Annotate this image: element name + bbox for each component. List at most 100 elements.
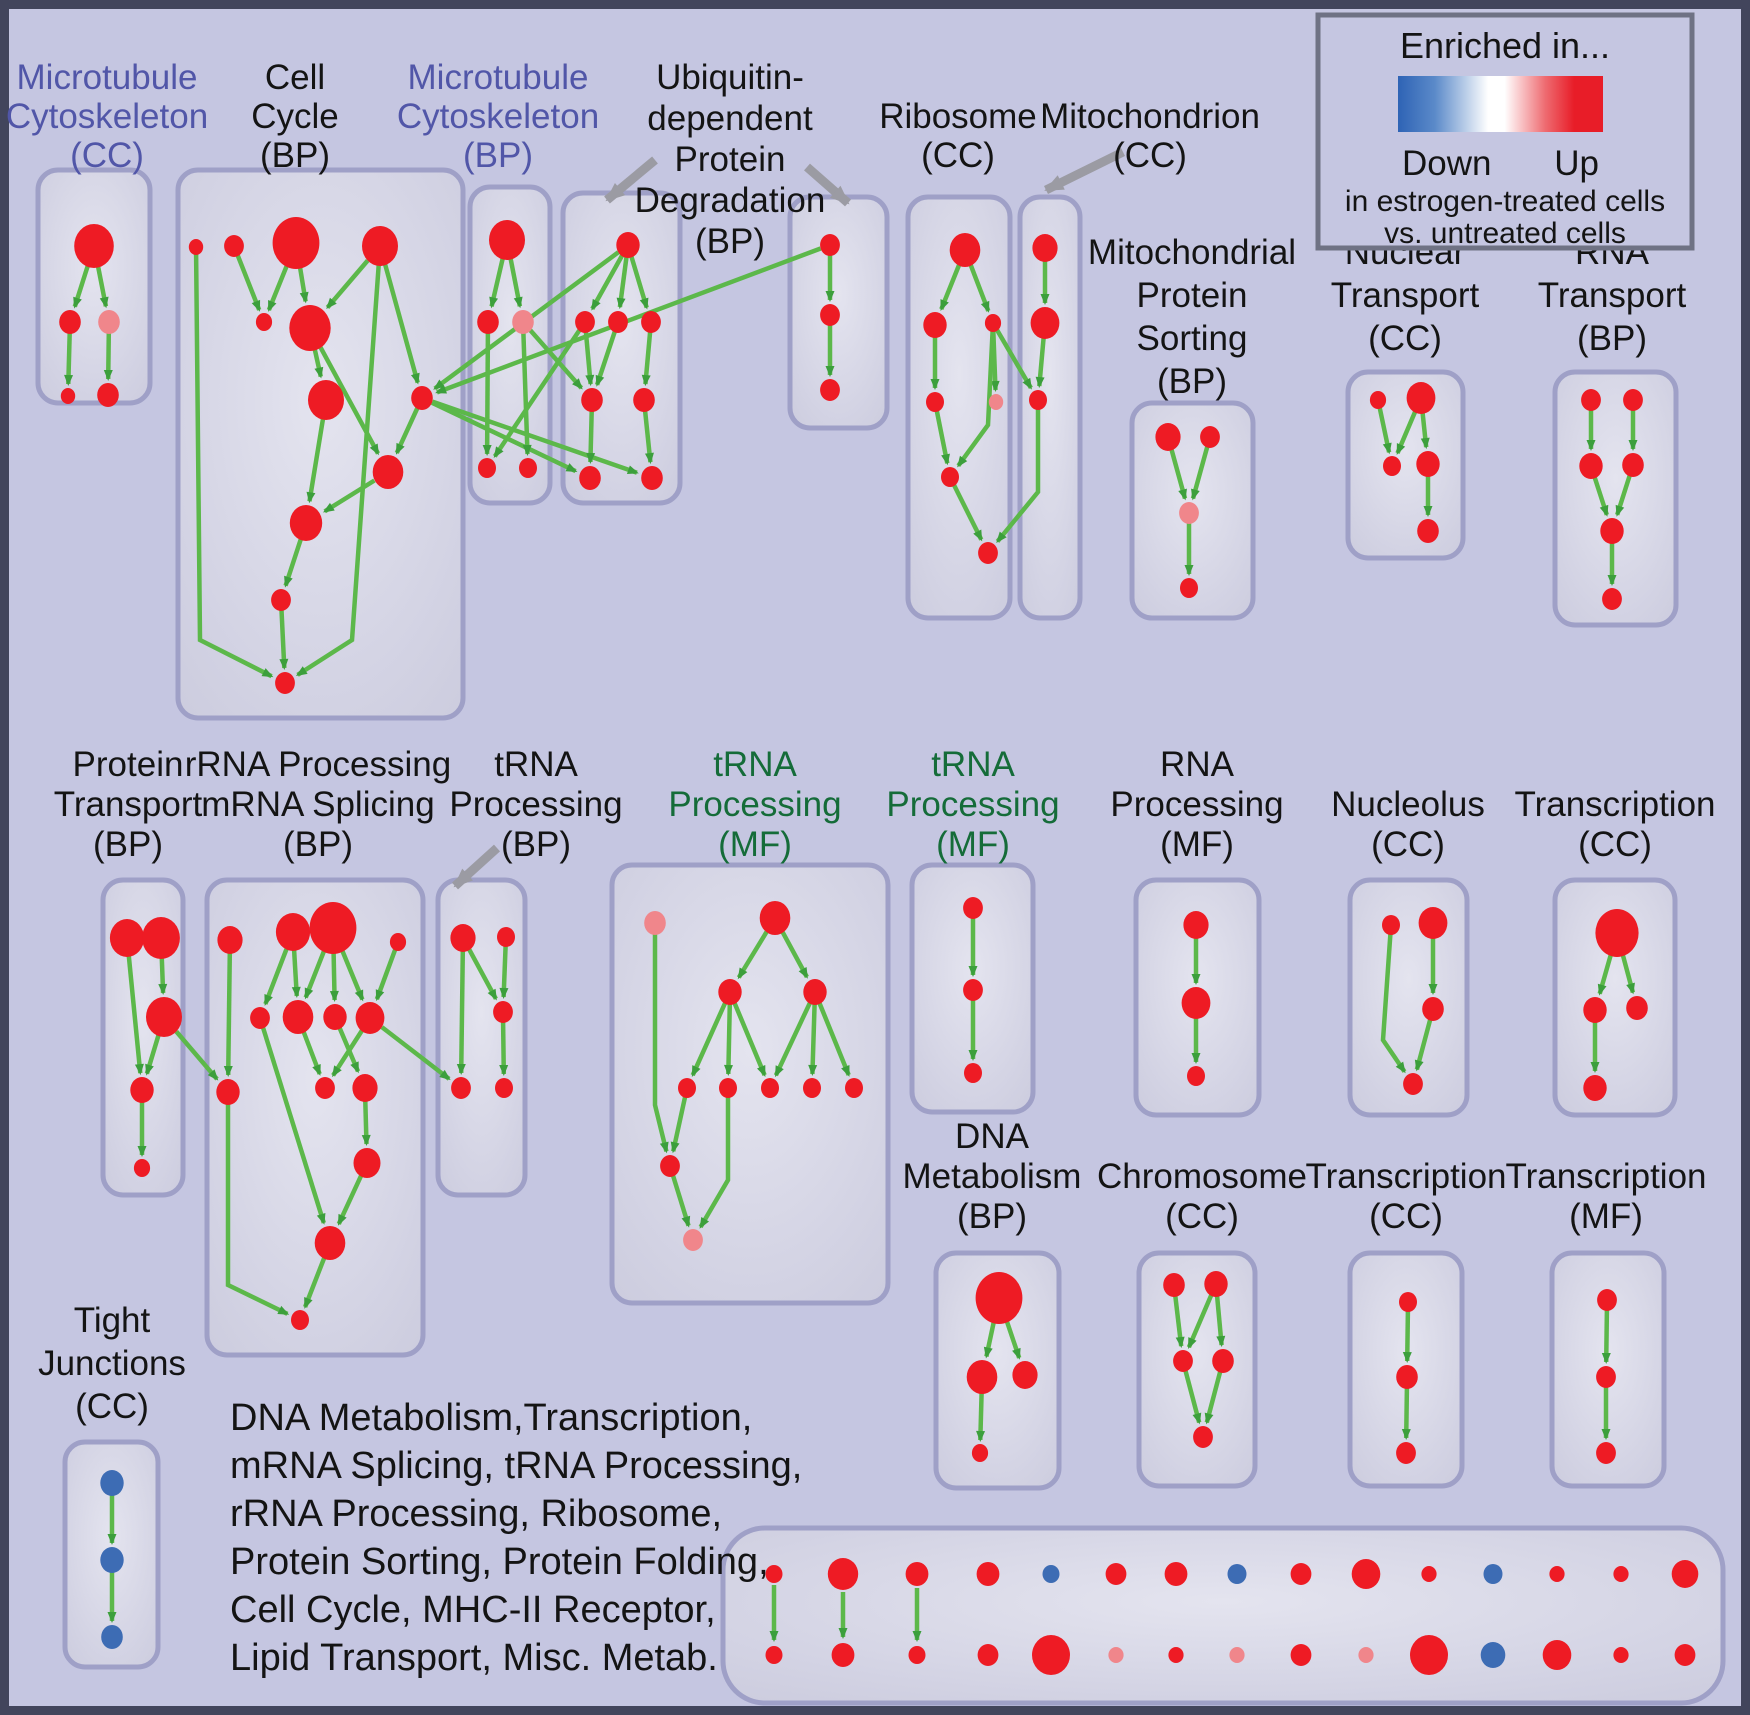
node-W3 xyxy=(493,1001,513,1023)
edge-HUB-U8 xyxy=(431,399,639,475)
label-rna-transport-line2: Transport xyxy=(1538,276,1687,315)
node-G10 xyxy=(660,1155,680,1177)
edge-G4-G7 xyxy=(773,1001,812,1078)
node-X2 xyxy=(1596,1366,1616,1388)
node-A2 xyxy=(59,310,81,334)
edge-B3-B6 xyxy=(297,267,309,304)
node-N2 xyxy=(1406,382,1436,414)
node-M2 xyxy=(1030,307,1060,339)
node-E2 xyxy=(1204,1271,1228,1297)
label-ubiquitin-line1: Ubiquitin- xyxy=(656,58,804,97)
node-E5 xyxy=(1193,1426,1213,1448)
matrix-node-top-8 xyxy=(1227,1564,1247,1584)
node-V1 xyxy=(820,234,840,256)
node-J3 xyxy=(1187,1066,1205,1086)
edge-R3-M3 xyxy=(995,328,1033,390)
edge-W3-W5 xyxy=(499,1021,509,1076)
node-Z1 xyxy=(100,1470,124,1496)
label-transcription-cc-2-line2: (CC) xyxy=(1369,1197,1443,1236)
node-W2 xyxy=(497,927,515,947)
label-mito-sorting-line4: (BP) xyxy=(1157,362,1227,401)
edge-P3-P4 xyxy=(144,1034,161,1076)
edge-X1-X2 xyxy=(1601,1309,1611,1364)
edge-T3-T5 xyxy=(1592,476,1609,517)
node-X3 xyxy=(1596,1442,1616,1464)
matrix-node-top-11 xyxy=(1421,1566,1437,1582)
label-mito-sorting-line1: Mitochondrial xyxy=(1088,233,1296,272)
edge-C3-U5 xyxy=(528,328,584,390)
edge-A1-A2 xyxy=(72,265,90,309)
node-E3 xyxy=(1173,1350,1193,1372)
node-C3 xyxy=(512,310,534,334)
label-transcription-mf-line1: Transcription xyxy=(1506,1157,1707,1196)
edge-G1-G10 xyxy=(652,934,669,1154)
label-mt-cc-line1: Microtubule xyxy=(17,58,198,97)
label-tight-junctions-line2: Junctions xyxy=(38,1344,186,1383)
matrix-node-top-5 xyxy=(1042,1565,1060,1583)
cluster-box-rrna-mrna xyxy=(204,877,426,1358)
edge-HUB-U7 xyxy=(430,400,578,474)
node-U4 xyxy=(641,311,661,333)
edge-F1-F2 xyxy=(1402,1310,1412,1363)
label-protein-transport-line3: (BP) xyxy=(93,825,163,864)
edge-Q12-Q13 xyxy=(303,1257,327,1309)
label-chromosome-line1: Chromosome xyxy=(1097,1157,1307,1196)
annotation-arrow-3 xyxy=(1044,147,1125,195)
matrix-node-top-12 xyxy=(1483,1564,1503,1584)
edge-Q2-Q5 xyxy=(263,947,289,1006)
edge-M3-R7 xyxy=(995,409,1041,543)
label-dna-metabolism-line1: DNA xyxy=(955,1117,1030,1156)
node-P5 xyxy=(133,1159,151,1177)
node-R7 xyxy=(978,542,998,564)
edge-E1-E3 xyxy=(1173,1295,1185,1349)
node-B8 xyxy=(372,455,404,489)
node-J2 xyxy=(1181,987,1211,1019)
cluster-box-mt-cc xyxy=(35,167,153,406)
matrix-node-bottom-5 xyxy=(1032,1635,1070,1675)
edge-E3-E5 xyxy=(1183,1370,1202,1425)
edge-Q4-Q8 xyxy=(374,948,398,1002)
label-trna-bp-line3: (BP) xyxy=(501,825,571,864)
node-G2 xyxy=(759,901,791,935)
label-cell-cycle-line3: (BP) xyxy=(260,136,330,175)
node-R3 xyxy=(984,314,1002,332)
node-R6 xyxy=(941,467,959,487)
label-ubiquitin-line4: Degradation xyxy=(635,181,826,220)
label-ubiquitin-line2: dependent xyxy=(647,99,813,138)
edge-W1-W4 xyxy=(456,950,466,1075)
edge-U4-U6 xyxy=(641,331,653,387)
edge-R6-R7 xyxy=(951,483,984,542)
edge-Q3-Q8 xyxy=(340,950,365,1002)
node-L3 xyxy=(1626,996,1648,1020)
label-rna-processing-line2: Processing xyxy=(1110,785,1283,824)
edge-N1-N3 xyxy=(1377,407,1392,455)
node-S2 xyxy=(1200,426,1220,448)
matrix-node-top-9 xyxy=(1290,1563,1312,1585)
label-ribosome-line1: Ribosome xyxy=(879,97,1037,136)
legend-subtitle-line2: vs. untreated cells xyxy=(1384,217,1626,250)
node-K3 xyxy=(1422,997,1444,1021)
label-nuclear-transport-line2: Transport xyxy=(1331,276,1480,315)
edge-U5-U7 xyxy=(586,410,596,464)
node-R1 xyxy=(949,233,981,267)
node-E4 xyxy=(1212,1349,1234,1373)
matrix-node-bottom-9 xyxy=(1290,1644,1312,1666)
node-Q3 xyxy=(309,902,357,954)
edge-B10-B11 xyxy=(279,609,289,670)
node-G5 xyxy=(678,1078,696,1098)
edge-Q3-Q7 xyxy=(329,952,339,1002)
edge-P2-P3 xyxy=(158,957,168,995)
node-U2 xyxy=(575,311,595,333)
edge-QL-Q13 xyxy=(225,1104,290,1316)
node-E1 xyxy=(1163,1273,1185,1297)
label-nuclear-transport-line3: (CC) xyxy=(1368,319,1442,358)
node-Q13 xyxy=(291,1310,309,1330)
edge-P1-P4 xyxy=(126,955,144,1076)
matrix-node-top-10 xyxy=(1351,1559,1381,1589)
node-V3 xyxy=(820,379,840,401)
edge-U1-U3 xyxy=(616,256,629,310)
node-G9 xyxy=(845,1078,863,1098)
cluster-box-dna-metabolism xyxy=(933,1250,1062,1491)
label-ubiquitin-line5: (BP) xyxy=(695,222,765,261)
edge-G10-G11 xyxy=(670,1174,691,1228)
